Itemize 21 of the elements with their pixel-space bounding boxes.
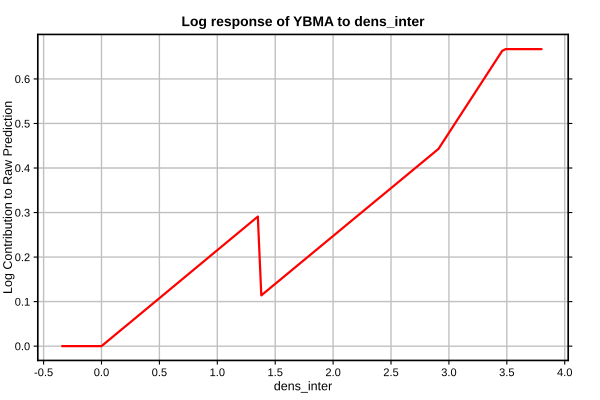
x-tick-label: 2.0 xyxy=(326,368,340,376)
x-tick-label: 2.5 xyxy=(384,368,398,376)
y-tick-label: 0.3 xyxy=(15,208,30,217)
x-tick-label: 0.5 xyxy=(152,368,167,376)
x-tick-label: 3.5 xyxy=(500,368,514,376)
x-tick-label: 4.0 xyxy=(557,368,572,376)
x-tick-label: -0.5 xyxy=(34,368,53,376)
x-tick-label: 3.0 xyxy=(442,368,456,376)
y-tick-label: 0.1 xyxy=(15,298,30,306)
y-tick-label: 0.5 xyxy=(15,120,30,128)
x-axis-title: dens_inter xyxy=(274,381,332,393)
y-tick-label: 0.0 xyxy=(15,342,30,350)
line-series xyxy=(61,48,543,348)
chart-title: Log response of YBMA to dens_inter xyxy=(182,16,424,30)
x-tick-label: 1.0 xyxy=(210,368,225,376)
y-tick-label: 0.2 xyxy=(15,253,30,262)
x-tick-label: 0.0 xyxy=(94,368,109,376)
y-tick-label: 0.6 xyxy=(15,75,30,84)
x-tick-label: 1.5 xyxy=(268,368,282,376)
y-tick-label: 0.4 xyxy=(15,164,30,172)
y-axis-title: Log Contribution to Raw Prediction xyxy=(2,102,14,293)
